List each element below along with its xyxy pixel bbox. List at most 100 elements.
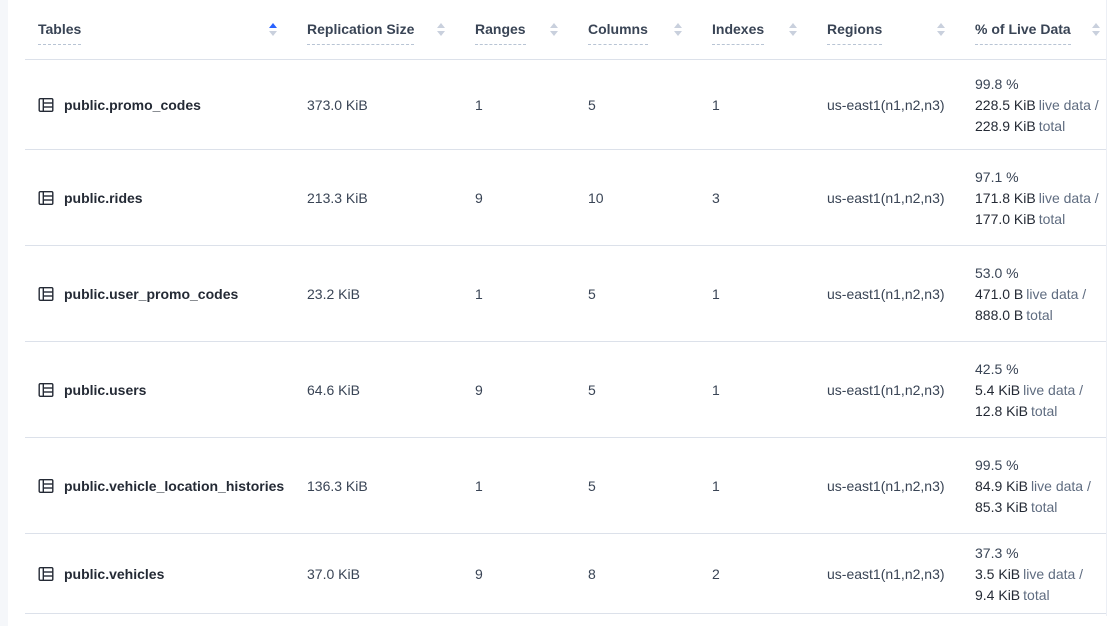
sort-icon[interactable] xyxy=(937,23,945,43)
column-header[interactable]: % of Live Data xyxy=(975,21,1106,45)
live-data-percent: 37.3 % xyxy=(975,544,1019,561)
table-row[interactable]: public.promo_codes 373.0 KiB 1 5 1 us-ea… xyxy=(8,60,1106,150)
table-name-link[interactable]: public.vehicle_location_histories xyxy=(64,478,285,494)
sort-icon[interactable] xyxy=(550,23,558,43)
column-header-label[interactable]: Tables xyxy=(38,21,82,45)
page-background-strip xyxy=(0,0,8,626)
columns-cell: 10 xyxy=(588,190,604,206)
live-data-label: live data / xyxy=(1023,381,1084,398)
regions-cell: us-east1(n1,n2,n3) xyxy=(827,382,945,398)
column-header[interactable]: Ranges xyxy=(475,21,588,45)
sort-ascending-caret-icon xyxy=(789,23,797,28)
regions-cell: us-east1(n1,n2,n3) xyxy=(827,286,945,302)
table-name-cell: public.rides xyxy=(38,190,307,206)
live-data-cell: 99.5 % 84.9 KiB live data / 85.3 KiB total xyxy=(975,455,1106,518)
sort-descending-caret-icon xyxy=(437,31,445,36)
column-header-label[interactable]: Ranges xyxy=(475,21,526,45)
regions-cell: us-east1(n1,n2,n3) xyxy=(827,190,945,206)
column-header[interactable]: Columns xyxy=(588,21,712,45)
table-row[interactable]: public.user_promo_codes 23.2 KiB 1 5 1 u… xyxy=(8,246,1106,342)
live-data-line: 228.5 KiB live data / xyxy=(975,95,1106,116)
total-data-label: total xyxy=(1038,210,1066,227)
table-icon xyxy=(38,97,54,113)
column-header[interactable]: Replication Size xyxy=(307,21,475,45)
live-data-percent: 97.1 % xyxy=(975,168,1019,185)
sort-ascending-caret-icon xyxy=(937,23,945,28)
live-data-cell: 99.8 % 228.5 KiB live data / 228.9 KiB tot… xyxy=(975,74,1106,137)
column-header-label[interactable]: Regions xyxy=(827,21,883,45)
table-name-cell: public.promo_codes xyxy=(38,97,307,113)
sort-icon[interactable] xyxy=(1092,23,1100,43)
table-name-link[interactable]: public.vehicles xyxy=(64,566,165,582)
live-data-line: 3.5 KiB live data / xyxy=(975,564,1106,585)
ranges-cell: 1 xyxy=(475,97,483,113)
table-name-link[interactable]: public.promo_codes xyxy=(64,97,201,113)
table-name-cell: public.vehicles xyxy=(38,566,307,582)
table-icon xyxy=(38,190,54,206)
live-data-percent: 99.5 % xyxy=(975,456,1019,473)
live-data-label: live data / xyxy=(1038,189,1099,206)
columns-cell: 5 xyxy=(588,97,596,113)
replication-size-cell: 64.6 KiB xyxy=(307,382,360,398)
indexes-cell: 2 xyxy=(712,566,720,582)
column-header-label[interactable]: % of Live Data xyxy=(975,21,1071,45)
ranges-cell: 9 xyxy=(475,566,483,582)
total-data-label: total xyxy=(1023,586,1050,603)
live-data-size: 84.9 KiB xyxy=(975,477,1028,494)
total-data-size: 228.9 KiB xyxy=(975,117,1036,134)
column-header-label[interactable]: Columns xyxy=(588,21,648,45)
sort-ascending-caret-icon xyxy=(550,23,558,28)
indexes-cell: 3 xyxy=(712,190,720,206)
column-header-label[interactable]: Indexes xyxy=(712,21,765,45)
total-data-label: total xyxy=(1030,402,1058,419)
total-data-size: 888.0 B xyxy=(975,306,1024,323)
column-header[interactable]: Indexes xyxy=(712,21,827,45)
total-data-size: 12.8 KiB xyxy=(975,402,1028,419)
sort-descending-caret-icon xyxy=(269,31,277,36)
replication-size-cell: 373.0 KiB xyxy=(307,97,368,113)
table-icon xyxy=(38,478,54,494)
table-name-link[interactable]: public.user_promo_codes xyxy=(64,286,239,302)
table-row[interactable]: public.users 64.6 KiB 9 5 1 us-east1(n1,… xyxy=(8,342,1106,438)
indexes-cell: 1 xyxy=(712,97,720,113)
columns-cell: 8 xyxy=(588,566,596,582)
sort-icon[interactable] xyxy=(674,23,682,43)
sort-icon[interactable] xyxy=(789,23,797,43)
columns-cell: 5 xyxy=(588,478,596,494)
live-data-size: 3.5 KiB xyxy=(975,565,1021,582)
replication-size-cell: 213.3 KiB xyxy=(307,190,368,206)
replication-size-cell: 136.3 KiB xyxy=(307,478,368,494)
sort-ascending-caret-icon xyxy=(269,23,277,28)
column-header[interactable]: Regions xyxy=(827,21,975,45)
table-icon xyxy=(38,382,54,398)
live-data-line: 84.9 KiB live data / xyxy=(975,476,1106,497)
total-data-label: total xyxy=(1038,117,1066,134)
table-row[interactable]: public.vehicles 37.0 KiB 9 8 2 us-east1(… xyxy=(8,534,1106,614)
table-name-link[interactable]: public.rides xyxy=(64,190,143,206)
live-data-cell: 42.5 % 5.4 KiB live data / 12.8 KiB total xyxy=(975,359,1106,422)
ranges-cell: 1 xyxy=(475,478,483,494)
sort-descending-caret-icon xyxy=(937,31,945,36)
total-data-label: total xyxy=(1030,498,1058,515)
columns-cell: 5 xyxy=(588,382,596,398)
live-data-percent: 99.8 % xyxy=(975,75,1019,92)
column-header-label[interactable]: Replication Size xyxy=(307,21,415,45)
table-header-row: Tables Replication Size Ranges Columns I… xyxy=(8,0,1106,60)
regions-cell: us-east1(n1,n2,n3) xyxy=(827,478,945,494)
column-header[interactable]: Tables xyxy=(38,21,307,45)
total-data-size: 177.0 KiB xyxy=(975,210,1036,227)
replication-size-cell: 23.2 KiB xyxy=(307,286,360,302)
total-data-line: 85.3 KiB total xyxy=(975,497,1106,518)
table-name-link[interactable]: public.users xyxy=(64,382,147,398)
sort-icon[interactable] xyxy=(269,23,277,43)
columns-cell: 5 xyxy=(588,286,596,302)
table-row[interactable]: public.vehicle_location_histories 136.3 … xyxy=(8,438,1106,534)
live-data-label: live data / xyxy=(1038,96,1099,113)
table-row[interactable]: public.rides 213.3 KiB 9 10 3 us-east1(n… xyxy=(8,150,1106,246)
ranges-cell: 9 xyxy=(475,190,483,206)
indexes-cell: 1 xyxy=(712,478,720,494)
sort-icon[interactable] xyxy=(437,23,445,43)
total-data-line: 12.8 KiB total xyxy=(975,401,1106,422)
live-data-size: 228.5 KiB xyxy=(975,96,1036,113)
